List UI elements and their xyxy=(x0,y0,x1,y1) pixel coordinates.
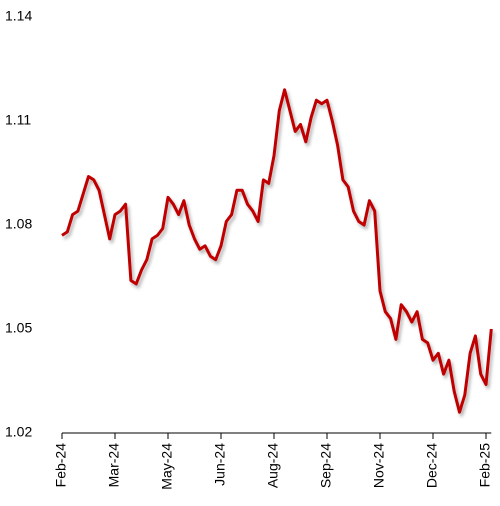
x-tick-label: Feb-25 xyxy=(477,443,493,488)
x-tick-label: May-24 xyxy=(159,443,175,490)
x-tick-label: Feb-24 xyxy=(53,443,69,488)
x-tick-label: Mar-24 xyxy=(106,443,122,488)
x-tick-label: Dec-24 xyxy=(424,443,440,488)
x-tick-label: Aug-24 xyxy=(265,443,281,488)
x-tick-label: Sep-24 xyxy=(318,443,334,488)
y-tick-label: 1.08 xyxy=(5,216,32,232)
y-tick-label: 1.14 xyxy=(5,8,32,24)
y-tick-label: 1.11 xyxy=(5,112,31,128)
x-tick-label: Jun-24 xyxy=(212,443,228,486)
price-line xyxy=(61,88,493,414)
y-tick-label: 1.02 xyxy=(5,424,32,440)
x-tick-label: Nov-24 xyxy=(371,443,387,488)
y-tick-label: 1.05 xyxy=(5,320,32,336)
